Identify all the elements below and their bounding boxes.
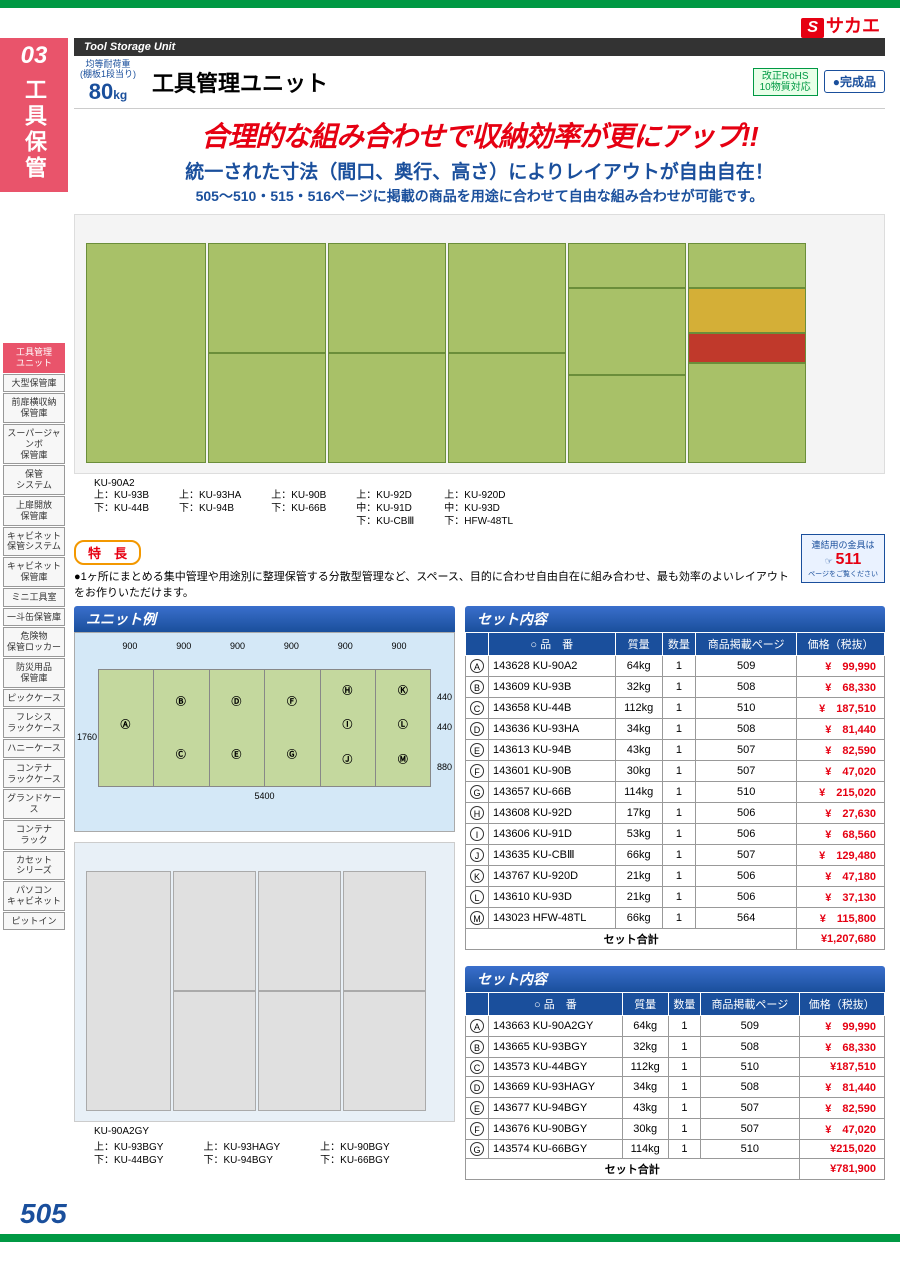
layout-diagram: 1760 900900900900900900 Ⓐ ⒷⒸ ⒹⒺ ⒻⒼ ⒽⒾⒿ Ⓚ… [74,632,455,832]
sidebar-category[interactable]: カセット シリーズ [3,851,65,881]
rohs-badge: 改正RoHS 10物質対応 [753,68,818,96]
brand-bar: Sサカエ [0,8,900,38]
sidebar-category[interactable]: 危険物 保管ロッカー [3,627,65,657]
section-title-en: Tool Storage Unit [74,38,885,56]
sidebar-category[interactable]: 一斗缶保管庫 [3,608,65,627]
set-table-1: ○ 品 番質量数量商品掲載ページ価格（税抜）A 143628 KU-90A2 6… [465,632,885,950]
set-table-2: ○ 品 番質量数量商品掲載ページ価格（税抜）A 143663 KU-90A2GY… [465,992,885,1180]
product-image-gray [74,842,455,1122]
sidebar-category[interactable]: 工具管理 ユニット [3,343,65,373]
sidebar-category[interactable]: パソコン キャビネット [3,881,65,911]
sidebar-category[interactable]: 大型保管庫 [3,374,65,393]
sidebar-category[interactable]: 保管 システム [3,465,65,495]
headline-3: 505～510・515・516ページに掲載の商品を用途に合わせて自由な組み合わせ… [74,186,885,206]
sidebar-category[interactable]: ミニ工具室 [3,588,65,607]
unit-example-header: ユニット例 [74,606,455,632]
headline-2: 統一された寸法（間口、奥行、高さ）によりレイアウトが自由自在！ [74,157,885,184]
section-number: 03 [0,42,68,70]
set-content-header-1: セット内容 [465,606,885,632]
image-labels: 上：KU-93B下：KU-44B上：KU-93HA下：KU-94B上：KU-90… [74,489,885,528]
headline-1: 合理的な組み合わせで収納効率が更にアップ!! [74,115,885,155]
brand-logo-s: S [801,18,824,38]
sidebar-category[interactable]: コンテナ ラックケース [3,759,65,789]
load-capacity-box: 均等耐荷重 (棚板1段当り) 80kg [74,60,142,104]
gray-image-labels: 上：KU-93BGY下：KU-44BGY上：KU-93HAGY下：KU-94BG… [74,1141,455,1167]
img-label-first: KU-90A2 [74,478,885,489]
brand-name: サカエ [826,16,880,36]
sidebar-category[interactable]: ハニーケース [3,739,65,758]
sidebar-category[interactable]: 上扉開放 保管庫 [3,496,65,526]
page-number: 505 [20,1198,900,1230]
feature-title: 特 長 [74,540,141,565]
gray-label-first: KU-90A2GY [74,1126,455,1137]
product-image-green [74,214,885,474]
sidebar-category[interactable]: キャビネット 保管システム [3,527,65,557]
sidebar-category[interactable]: スーパージャンボ 保管庫 [3,424,65,464]
sidebar-category[interactable]: コンテナ ラック [3,820,65,850]
feature-text: ●1ヶ所にまとめる集中管理や用途別に整理保管する分散型管理など、スペース、目的に… [74,569,791,602]
sidebar-category[interactable]: グランドケース [3,789,65,819]
complete-badge: ●完成品 [824,70,885,93]
link-page-badge: 連結用の金具は ☞ 511 ページをご覧ください [801,534,885,583]
sidebar-category[interactable]: ピックケース [3,689,65,708]
set-content-header-2: セット内容 [465,966,885,992]
product-title: 工具管理ユニット [152,66,328,98]
sidebar-category[interactable]: フレシス ラックケース [3,708,65,738]
sidebar-category[interactable]: キャビネット 保管庫 [3,557,65,587]
section-title-vertical: 工具保管 [18,78,50,182]
sidebar: 03 工具保管 工具管理 ユニット大型保管庫前扉横収納 保管庫スーパージャンボ … [0,38,68,1190]
sidebar-category[interactable]: ピットイン [3,912,65,931]
sidebar-category[interactable]: 防災用品 保管庫 [3,658,65,688]
sidebar-category[interactable]: 前扉横収納 保管庫 [3,393,65,423]
